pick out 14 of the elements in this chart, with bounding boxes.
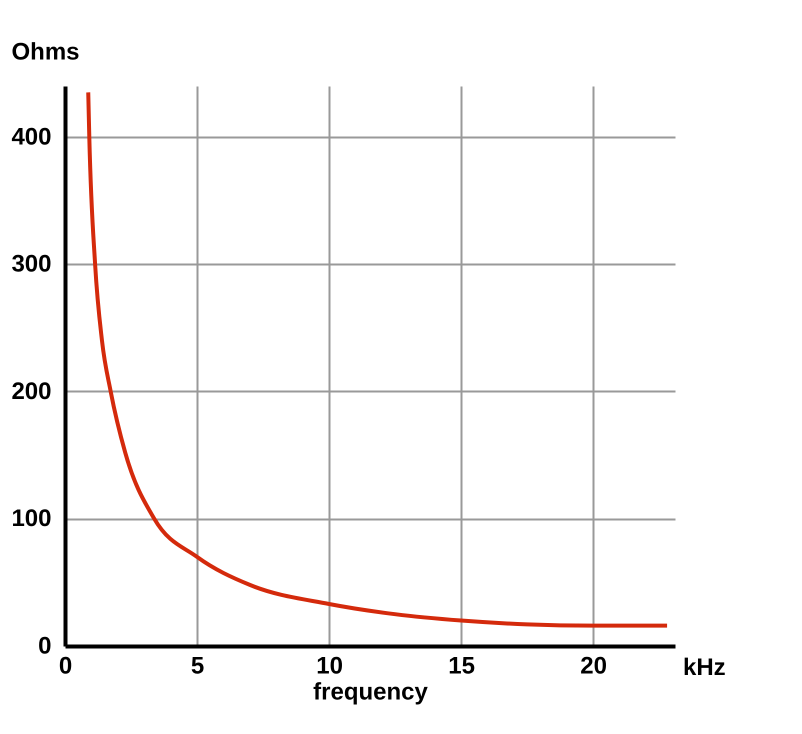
y-tick-label: 300: [11, 250, 52, 278]
line-series: [86, 90, 670, 628]
x-tick-label: 20: [580, 652, 607, 680]
x-tick-label: 15: [448, 652, 475, 680]
y-tick-label: 400: [11, 123, 52, 150]
y-tick-label: 0: [38, 632, 52, 660]
x-tick-label: 0: [58, 652, 72, 680]
text: kHz: [683, 654, 726, 681]
x-tick-label: 10: [316, 652, 343, 680]
x-axis-title: frequency: [313, 678, 429, 706]
x-tick-label: 5: [190, 652, 204, 680]
y-tick-label: 100: [11, 505, 52, 532]
y-tick-label: 200: [11, 378, 52, 405]
y-axis-title: Ohms: [11, 38, 80, 66]
